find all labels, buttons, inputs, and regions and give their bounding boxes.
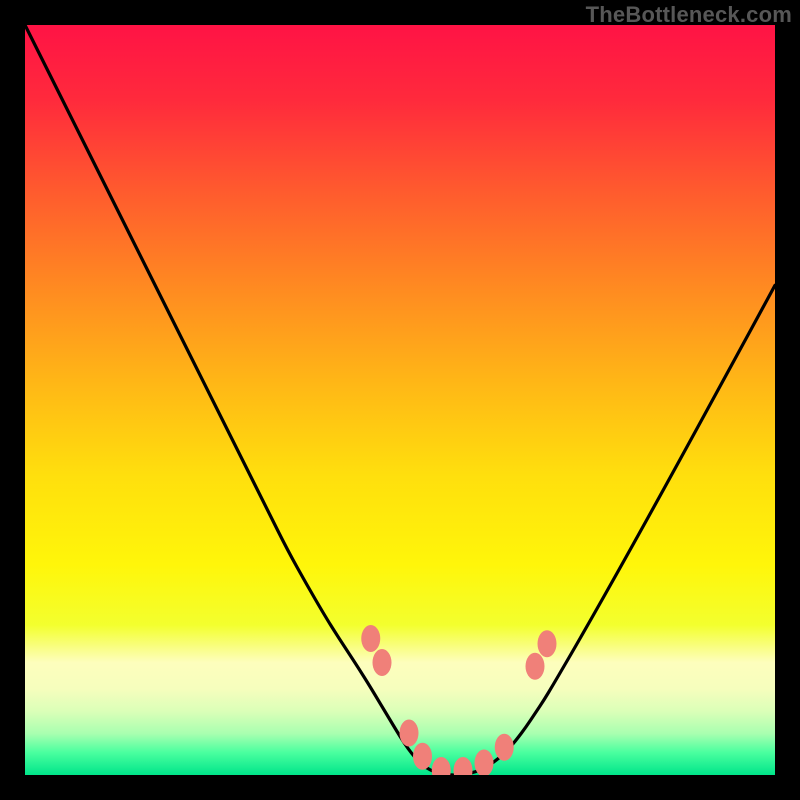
stage: TheBottleneck.com	[0, 0, 800, 800]
curve-marker	[495, 734, 514, 761]
chart-svg	[25, 25, 775, 775]
curve-marker	[361, 625, 380, 652]
plot-area	[25, 25, 775, 775]
curve-marker	[400, 720, 419, 747]
gradient-background	[25, 25, 775, 775]
curve-marker	[538, 630, 557, 657]
curve-marker	[413, 743, 432, 770]
watermark: TheBottleneck.com	[586, 2, 792, 28]
curve-marker	[526, 653, 545, 680]
curve-marker	[373, 649, 392, 676]
